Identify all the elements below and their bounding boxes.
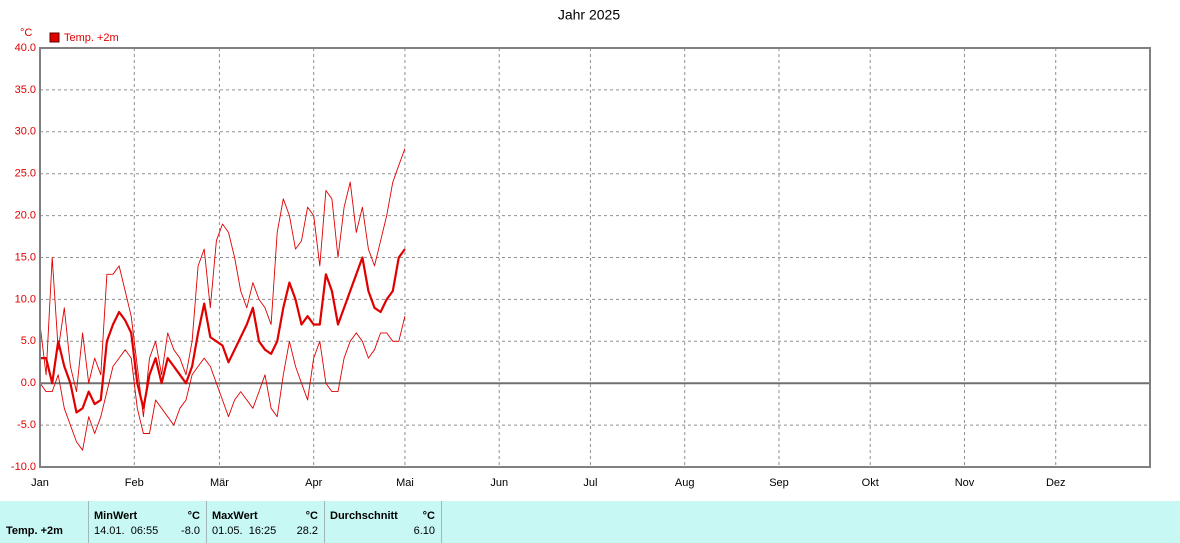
x-tick-label: Jul (583, 477, 597, 489)
y-tick-label: 20.0 (15, 210, 36, 222)
x-tick-label: Feb (125, 477, 144, 489)
y-tick-label: 40.0 (15, 42, 36, 54)
y-tick-label: 10.0 (15, 293, 36, 305)
row-label: Temp. +2m (6, 525, 63, 537)
legend-label: Temp. +2m (64, 32, 119, 44)
unit: °C (305, 510, 318, 522)
y-unit: °C (20, 27, 32, 39)
series-line (39, 148, 406, 418)
stats-cell: Durchschnitt °C 6.10 (324, 501, 442, 543)
stats-cell: Temp. +2m (0, 501, 89, 543)
x-tick-label: Aug (675, 477, 695, 489)
x-tick-label: Nov (955, 477, 975, 489)
y-tick-label: 25.0 (15, 168, 36, 180)
time: 14.01. 06:55 (94, 525, 159, 537)
y-tick-label: 35.0 (15, 84, 36, 96)
value: 28.2 (296, 525, 318, 537)
x-tick-label: Jan (31, 477, 49, 489)
y-tick-label: -10.0 (11, 461, 36, 473)
stats-table: Temp. +2m MinWert °C 14.01. 06:55 -8.0 M… (0, 501, 1180, 543)
x-tick-label: Dez (1046, 477, 1066, 489)
value: -8.0 (181, 525, 200, 537)
series-line (40, 248, 406, 414)
stats-cell: MinWert °C 14.01. 06:55 -8.0 (88, 501, 207, 543)
legend-swatch (49, 32, 60, 43)
y-tick-label: -5.0 (17, 419, 36, 431)
value: 6.10 (413, 525, 435, 537)
x-tick-label: Mai (396, 477, 414, 489)
x-tick-label: Okt (862, 477, 879, 489)
y-tick-label: 30.0 (15, 126, 36, 138)
unit: °C (187, 510, 200, 522)
unit: °C (422, 510, 435, 522)
x-tick-label: Apr (305, 477, 322, 489)
series-line (39, 316, 406, 451)
x-tick-label: Sep (769, 477, 789, 489)
plot-frame (39, 47, 1151, 468)
header: MinWert (94, 510, 138, 522)
header: MaxWert (212, 510, 258, 522)
time: 01.05. 16:25 (212, 525, 277, 537)
stats-cell: MaxWert °C 01.05. 16:25 28.2 (206, 501, 325, 543)
chart: Jahr 2025 °C Temp. +2m -10.0 -5.0 0.0 5.0 10… (11, 7, 1151, 489)
x-tick-label: Jun (490, 477, 508, 489)
y-tick-label: 15.0 (15, 251, 36, 263)
x-tick-label: Mär (210, 477, 229, 489)
y-tick-label: 5.0 (21, 335, 36, 347)
y-tick-label: 0.0 (21, 377, 36, 389)
header: Durchschnitt (330, 510, 398, 522)
chart-title: Jahr 2025 (558, 7, 620, 23)
